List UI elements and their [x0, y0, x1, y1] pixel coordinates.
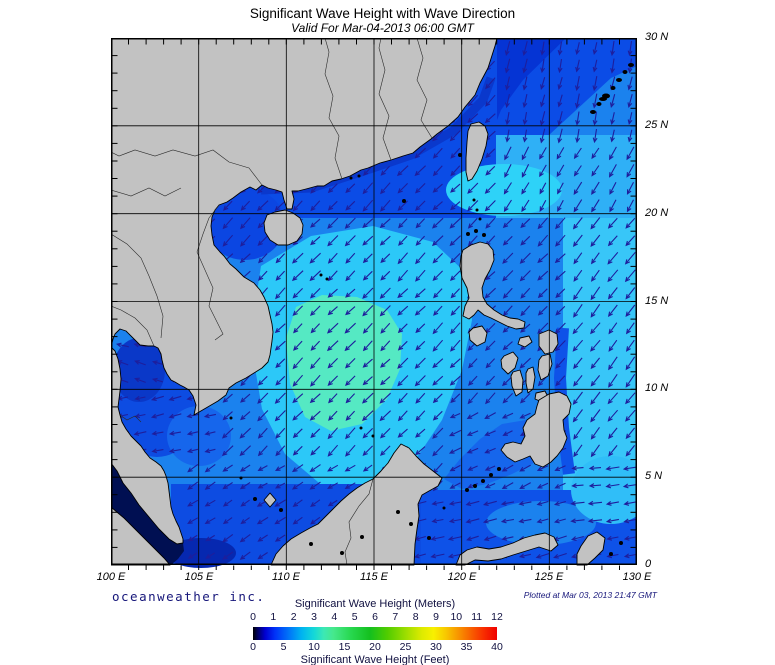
- island-natuna: [263, 492, 277, 508]
- feet-tick: 0: [250, 641, 256, 653]
- island-masbate: [517, 335, 533, 348]
- meters-tick: 8: [412, 611, 419, 623]
- feet-tick: 30: [430, 641, 442, 653]
- political-borders: [111, 38, 433, 566]
- island-leyte: [537, 353, 553, 381]
- lat-label: 30 N: [645, 31, 669, 43]
- meters-tick: 12: [491, 611, 503, 623]
- sea-eastchina-coastal: [497, 38, 566, 120]
- meters-tick: 10: [450, 611, 463, 623]
- valid-time-subtitle: Valid For Mar-04-2013 06:00 GMT: [291, 21, 474, 35]
- island-sulawesi: [455, 532, 559, 566]
- lon-label: 130 E: [622, 571, 652, 583]
- lon-label: 105 E: [184, 571, 214, 583]
- sea-east-mindanao: [571, 456, 637, 524]
- meters-tick: 5: [351, 611, 358, 623]
- meters-tick: 4: [331, 611, 338, 623]
- island-halmahera: [576, 531, 606, 566]
- map-frame: [111, 38, 637, 565]
- feet-tick: 15: [338, 641, 351, 653]
- lat-label: 10 N: [645, 382, 669, 394]
- landmass-borneo: [270, 443, 443, 566]
- meters-tick: 1: [270, 611, 277, 623]
- lat-label: 20 N: [645, 207, 669, 219]
- island-samar: [538, 329, 559, 355]
- degree-ticks: [112, 39, 636, 570]
- meters-tick: 3: [311, 611, 317, 623]
- island-luzon: [459, 241, 526, 330]
- lon-label: 115 E: [360, 571, 388, 583]
- sea-ryukyu-band: [549, 66, 637, 135]
- lat-label: 25 N: [645, 119, 669, 131]
- small-islands: [229, 63, 634, 556]
- sea-bangka: [166, 538, 236, 568]
- legend-title-meters: Significant Wave Height (Meters): [294, 598, 456, 610]
- lon-label: 125 E: [534, 571, 564, 583]
- feet-tick: 25: [399, 641, 412, 653]
- island-mindanao: [500, 391, 572, 468]
- sea-gulf-thailand-upper: [113, 338, 165, 402]
- meters-tick: 9: [433, 611, 439, 623]
- feet-tick: 10: [308, 641, 320, 653]
- meters-tick: 7: [392, 611, 399, 623]
- feet-tick: 20: [369, 641, 381, 653]
- wave-height-colorbar: [253, 627, 497, 640]
- landmass-asia-mainland: [111, 38, 498, 416]
- island-mindoro: [468, 325, 488, 347]
- lon-label: 100 E: [96, 571, 126, 583]
- lon-label: 110 E: [272, 571, 300, 583]
- island-cebu: [525, 366, 536, 394]
- land-layer: [111, 38, 606, 566]
- latlon-grid: [111, 38, 637, 565]
- legend-title-feet: Significant Wave Height (Feet): [300, 654, 450, 665]
- page-title: Significant Wave Height with Wave Direct…: [249, 6, 516, 21]
- lon-label: 120 E: [447, 571, 477, 583]
- meters-tick: 6: [372, 611, 378, 623]
- feet-tick: 5: [280, 641, 287, 653]
- island-taiwan: [465, 121, 489, 182]
- feet-tick: 35: [460, 641, 473, 653]
- meters-tick: 2: [290, 611, 297, 623]
- lat-label: 15 N: [645, 295, 669, 307]
- sea-luzon-strait: [446, 164, 562, 216]
- wave-map: [111, 38, 637, 570]
- island-panay: [500, 351, 519, 375]
- oceanweather-logo: oceanweather inc.: [112, 589, 266, 604]
- lat-label: 0: [645, 558, 652, 570]
- meters-tick: 11: [471, 611, 483, 623]
- landmass-malay-peninsula: [111, 346, 184, 545]
- lat-label: 5 N: [645, 470, 663, 482]
- meters-tick: 0: [250, 611, 256, 623]
- plotted-timestamp: Plotted at Mar 03, 2013 21:47 GMT: [523, 590, 657, 600]
- feet-tick: 40: [491, 641, 503, 653]
